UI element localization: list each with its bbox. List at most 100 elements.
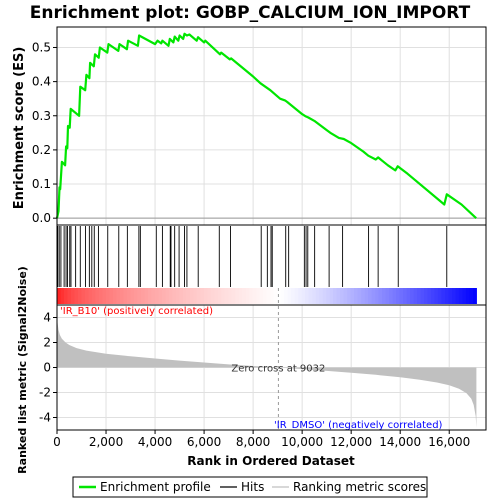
rank-band-segment — [140, 288, 145, 304]
es-y-ticks: 0.0 0.1 0.2 0.3 0.4 0.5 — [32, 40, 57, 225]
rank-band-segment — [200, 288, 205, 304]
rank-band-segment — [133, 288, 138, 304]
enrichment-score-panel: 0.0 0.1 0.2 0.3 0.4 0.5 Enrichment score (ES) — [12, 26, 487, 226]
legend-hits-label: Hits — [241, 480, 264, 494]
rank-band-segment — [231, 288, 236, 304]
rank-band-segment — [301, 288, 306, 304]
rank-band-segment — [389, 288, 394, 304]
rank-band-segment — [284, 288, 289, 304]
es-y-tick-label: 0.0 — [32, 211, 51, 225]
rank-band-segment — [291, 288, 296, 304]
rank-band-segment — [182, 288, 187, 304]
rank-band-segment — [238, 288, 243, 304]
rank-band-segment — [77, 288, 82, 304]
es-y-axis-label: Enrichment score (ES) — [12, 47, 27, 210]
es-y-tick-label: 0.1 — [32, 177, 51, 191]
rank-band-segment — [175, 288, 180, 304]
rank-x-tick-label: 14,000 — [379, 435, 421, 449]
es-y-tick-label: 0.2 — [32, 143, 51, 157]
legend-profile-label: Enrichment profile — [100, 480, 211, 494]
ranking-metric-panel: Zero cross at 9032 'IR_B10' (positively … — [16, 266, 487, 474]
rank-band-segment — [95, 288, 100, 304]
rank-band-segment — [217, 288, 222, 304]
rank-band-segment — [84, 288, 89, 304]
rank-x-tick-label: 10,000 — [281, 435, 323, 449]
rank-band-segment — [315, 288, 320, 304]
rank-band-segment — [392, 288, 397, 304]
rank-band-segment — [347, 288, 352, 304]
rank-band-segment — [161, 288, 166, 304]
rank-x-ticks: 0 2,000 4,000 6,000 8,000 10,000 12,000 14,000 1… — [53, 430, 470, 449]
rank-band-segment — [154, 288, 159, 304]
rank-band-segment — [207, 288, 212, 304]
rank-band-segment — [277, 288, 282, 304]
top-gridlines — [56, 27, 486, 225]
rank-band-segment — [144, 288, 149, 304]
rank-band-segment — [385, 288, 390, 304]
rank-band-segment — [322, 288, 327, 304]
rank-band-segment — [263, 288, 268, 304]
rank-band-segment — [294, 288, 299, 304]
rank-band-segment — [112, 288, 117, 304]
rank-band-segment — [354, 288, 359, 304]
rank-band-segment — [399, 288, 404, 304]
rank-band-segment — [396, 288, 401, 304]
rank-band-segment — [287, 288, 292, 304]
rank-band-segment — [210, 288, 215, 304]
rank-band-segment — [74, 288, 79, 304]
hit-lines — [57, 226, 448, 287]
rank-band-segment — [60, 288, 65, 304]
metric-y-tick-label: 4 — [43, 311, 51, 325]
rank-band-segment — [151, 288, 156, 304]
rank-band-segment — [326, 288, 331, 304]
rank-band-segment — [147, 288, 152, 304]
metric-y-axis-label: Ranked list metric (Signal2Noise) — [16, 266, 29, 474]
rank-band-segment — [444, 288, 449, 304]
rank-band-segment — [259, 288, 264, 304]
rank-band-segment — [375, 288, 380, 304]
rank-band-segment — [196, 288, 201, 304]
rank-band-segment — [172, 288, 177, 304]
rank-band-segment — [88, 288, 93, 304]
rank-band-segment — [340, 288, 345, 304]
rank-band-segment — [350, 288, 355, 304]
zero-cross-label: Zero cross at 9032 — [231, 364, 325, 375]
rank-band-segment — [137, 288, 142, 304]
rank-band-segment — [130, 288, 135, 304]
rank-band-segment — [431, 288, 435, 304]
rank-x-tick-label: 16,000 — [428, 435, 470, 449]
rank-band-segment — [57, 288, 61, 304]
rank-band-segment — [298, 288, 303, 304]
rank-band-segment — [249, 288, 254, 304]
rank-band-segment — [168, 288, 173, 304]
rank-band-segment — [364, 288, 369, 304]
rank-band-segment — [105, 288, 110, 304]
rank-band-segment — [427, 288, 432, 304]
rank-band-segment — [458, 288, 463, 304]
rank-band-segment — [270, 288, 275, 304]
rank-band-segment — [98, 288, 103, 304]
rank-band-segment — [336, 288, 341, 304]
rank-x-tick-label: 2,000 — [89, 435, 123, 449]
rank-band-segment — [123, 288, 128, 304]
rank-band-segment — [312, 288, 317, 304]
metric-y-tick-label: -4 — [39, 411, 51, 425]
rank-band-segment — [329, 288, 334, 304]
rank-band-segment — [472, 288, 477, 304]
rank-band-segment — [193, 288, 198, 304]
rank-band-segment — [465, 288, 470, 304]
rank-band-segment — [343, 288, 348, 304]
rank-band-segment — [266, 288, 271, 304]
rank-band-segment — [242, 288, 247, 304]
rank-band-segment — [410, 288, 415, 304]
negative-correlation-label: 'IR_DMSO' (negatively correlated) — [274, 420, 443, 431]
rank-band-segment — [462, 288, 467, 304]
rank-x-tick-label: 8,000 — [236, 435, 270, 449]
rank-band-segment — [403, 288, 408, 304]
chart-title: Enrichment plot: GOBP_CALCIUM_ION_IMPORT — [30, 3, 471, 23]
rank-band-segment — [119, 288, 124, 304]
es-y-tick-label: 0.4 — [32, 75, 51, 89]
rank-band-segment — [420, 288, 425, 304]
rank-band-segment — [413, 288, 418, 304]
